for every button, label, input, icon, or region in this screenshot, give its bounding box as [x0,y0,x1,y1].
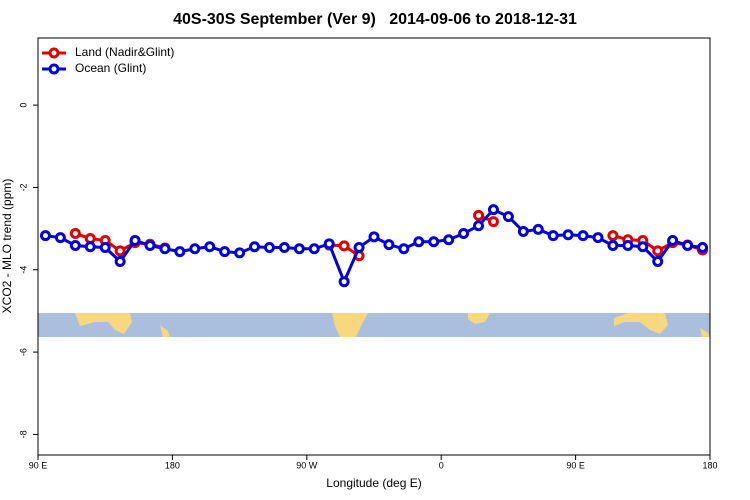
point [532,223,544,235]
point [517,225,529,237]
series-line [45,207,703,286]
plot-frame [37,37,711,456]
point [562,229,574,241]
map-strip [38,313,710,337]
point [607,230,619,242]
x-tick-label: 90 E [566,460,585,470]
point [54,232,66,244]
y-tick-label: 0 [18,103,28,108]
point [159,243,171,255]
point [547,230,559,242]
point [129,235,141,247]
point [622,239,634,251]
point [637,241,649,253]
point [189,243,201,255]
point [114,245,126,257]
legend-marker [48,47,60,59]
point [353,242,365,254]
x-tick-label: 180 [702,460,717,470]
point [144,239,156,251]
point [174,246,186,258]
point [487,204,499,216]
y-tick-label: -8 [18,430,28,438]
x-tick-label: 90 E [29,460,48,470]
point [323,238,335,250]
point [69,228,81,240]
point [308,243,320,255]
point [592,232,604,244]
legend-marker [48,63,60,75]
y-tick-label: -2 [18,183,28,191]
point [502,211,514,223]
point [413,236,425,248]
point [577,230,589,242]
point [697,242,709,254]
point [84,241,96,253]
point [278,242,290,254]
point [428,236,440,248]
point [458,228,470,240]
x-tick-label: 0 [439,460,444,470]
y-tick-label: -6 [18,348,28,356]
point [667,235,679,247]
point [293,243,305,255]
legend-label: Ocean (Glint) [75,61,146,75]
point [338,276,350,288]
point [607,239,619,251]
point [473,220,485,232]
x-axis-label: Longitude (deg E) [326,476,421,490]
point [219,246,231,258]
point [652,245,664,257]
point [682,239,694,251]
y-tick-label: -4 [18,266,28,274]
point [368,231,380,243]
legend-label: Land (Nadir&Glint) [75,45,174,59]
point [487,216,499,228]
point [398,243,410,255]
point [99,242,111,254]
point [473,209,485,221]
y-axis-label: XCO2 - MLO trend (ppm) [0,179,14,314]
point [263,242,275,254]
point [204,241,216,253]
point [114,256,126,268]
point [338,240,350,252]
point [443,234,455,246]
x-tick-label: 180 [165,460,180,470]
point [652,256,664,268]
point [69,239,81,251]
point [383,239,395,251]
x-tick-label: 90 W [296,460,318,470]
point [39,230,51,242]
point [234,247,246,259]
chart-title: 40S-30S September (Ver 9) 2014-09-06 to … [173,11,577,28]
point [249,241,261,253]
